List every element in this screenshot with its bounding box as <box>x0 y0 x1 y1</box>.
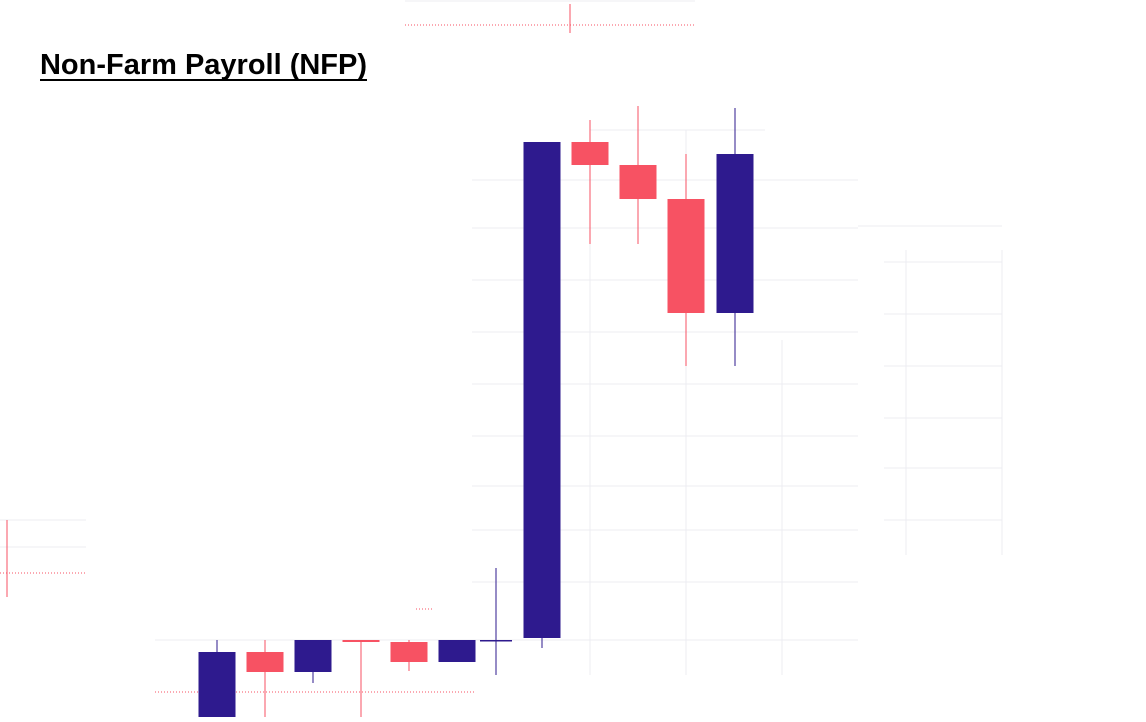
candle-body <box>480 640 512 642</box>
candle-body <box>342 640 380 642</box>
candle-body <box>390 642 428 662</box>
candle-body <box>716 154 754 313</box>
candle-body <box>198 652 236 717</box>
candle-body <box>294 640 332 672</box>
candle-body <box>246 652 284 672</box>
background-grid <box>0 0 1003 693</box>
candle-body <box>619 165 657 199</box>
chart-title: Non-Farm Payroll (NFP) <box>40 49 367 81</box>
candle-body <box>523 142 561 638</box>
candle-body <box>571 142 609 165</box>
candle-body <box>667 199 705 313</box>
candle-body <box>438 640 476 662</box>
